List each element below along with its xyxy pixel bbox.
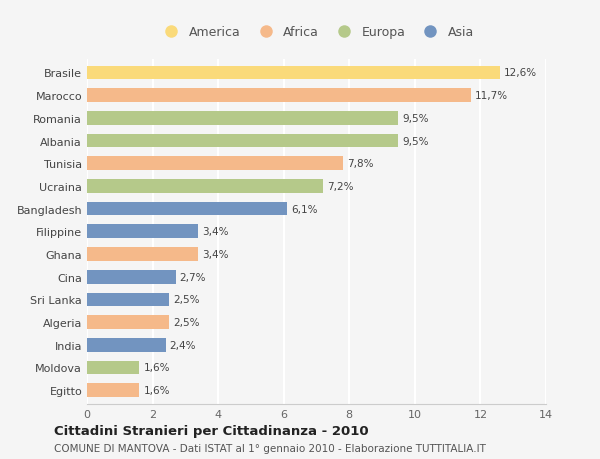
Bar	[87, 180, 323, 193]
Text: 3,4%: 3,4%	[202, 249, 229, 259]
Bar	[87, 384, 139, 397]
Text: 1,6%: 1,6%	[143, 386, 170, 395]
Bar	[87, 248, 199, 261]
Text: 9,5%: 9,5%	[403, 113, 429, 123]
Text: 6,1%: 6,1%	[291, 204, 317, 214]
Legend: America, Africa, Europa, Asia: America, Africa, Europa, Asia	[154, 21, 479, 44]
Bar	[87, 112, 398, 125]
Bar	[87, 89, 470, 103]
Text: 7,2%: 7,2%	[327, 181, 353, 191]
Text: 2,7%: 2,7%	[179, 272, 206, 282]
Bar	[87, 157, 343, 171]
Bar	[87, 67, 500, 80]
Bar	[87, 338, 166, 352]
Bar	[87, 316, 169, 329]
Text: 2,4%: 2,4%	[170, 340, 196, 350]
Text: 9,5%: 9,5%	[403, 136, 429, 146]
Bar	[87, 361, 139, 375]
Text: 3,4%: 3,4%	[202, 227, 229, 237]
Text: 2,5%: 2,5%	[173, 317, 199, 327]
Text: 2,5%: 2,5%	[173, 295, 199, 305]
Bar	[87, 134, 398, 148]
Text: 1,6%: 1,6%	[143, 363, 170, 373]
Text: COMUNE DI MANTOVA - Dati ISTAT al 1° gennaio 2010 - Elaborazione TUTTITALIA.IT: COMUNE DI MANTOVA - Dati ISTAT al 1° gen…	[54, 443, 486, 453]
Text: 12,6%: 12,6%	[504, 68, 537, 78]
Text: 11,7%: 11,7%	[475, 91, 508, 101]
Bar	[87, 202, 287, 216]
Text: 7,8%: 7,8%	[347, 159, 373, 169]
Bar	[87, 225, 199, 239]
Text: Cittadini Stranieri per Cittadinanza - 2010: Cittadini Stranieri per Cittadinanza - 2…	[54, 424, 368, 437]
Bar	[87, 293, 169, 307]
Bar	[87, 270, 176, 284]
